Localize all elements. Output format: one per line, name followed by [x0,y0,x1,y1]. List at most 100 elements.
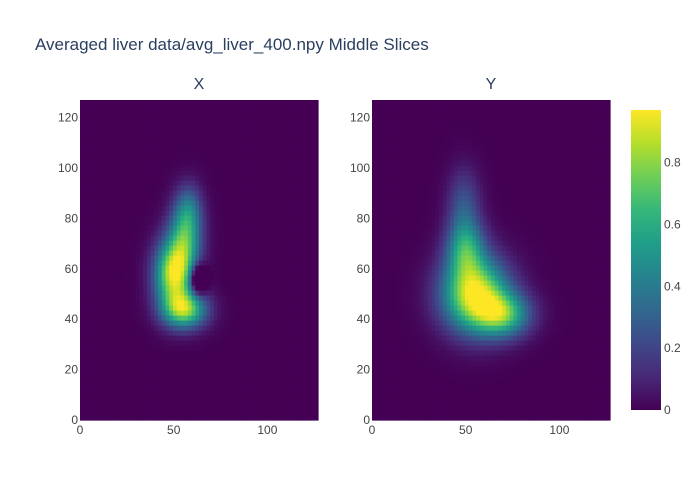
heatmap-cell [176,255,182,261]
heatmap-cell [195,190,200,196]
heatmap-cell [187,140,193,146]
heatmap-cell [221,360,226,366]
heatmap-cell [165,330,170,336]
heatmap-cell [199,330,204,336]
heatmap-cell [262,180,267,186]
heatmap-cell [83,215,89,221]
heatmap-cell [258,275,263,281]
heatmap-cell [150,315,155,321]
heatmap-cell [412,375,418,381]
heatmap-cell [154,390,159,396]
heatmap-cell [424,375,429,381]
heatmap-cell [143,355,148,361]
heatmap-cell [269,280,274,286]
heatmap-cell [195,165,200,171]
heatmap-cell [457,360,462,366]
heatmap-cell [210,175,215,181]
heatmap-cell [120,415,126,421]
heatmap-cell [450,405,455,411]
heatmap-cell [169,415,174,421]
heatmap-cell [247,310,252,316]
heatmap-cell [232,180,237,186]
heatmap-cell [295,175,301,181]
y-tick-label: 80 [65,211,79,225]
heatmap-cell [87,115,92,121]
heatmap-cell [202,110,208,116]
heatmap-cell [269,395,274,401]
heatmap-cell [602,405,607,411]
heatmap-cell [284,225,289,231]
heatmap-cell [146,285,152,291]
heatmap-cell [221,190,226,196]
heatmap-cell [199,325,204,331]
heatmap-cell [80,400,85,406]
heatmap-cell [277,355,282,361]
heatmap-cell [277,165,282,171]
heatmap-cell [120,120,126,126]
heatmap-cell [158,390,163,396]
heatmap-cell [154,155,159,161]
heatmap-cell [424,380,429,386]
heatmap-cell [232,205,237,211]
heatmap-cell [262,350,267,356]
heatmap-cell [165,365,170,371]
heatmap-cell [191,375,196,381]
heatmap-cell [128,170,133,176]
heatmap-cell [199,100,204,106]
heatmap-cell [284,175,289,181]
heatmap-cell [132,410,137,416]
heatmap-cell [206,265,211,271]
heatmap-cell [587,410,593,416]
heatmap-cell [295,330,301,336]
heatmap-cell [195,115,200,121]
heatmap-cell [498,400,503,406]
heatmap-cell [139,115,144,121]
heatmap-cell [117,150,122,156]
heatmap-cell [306,110,312,116]
heatmap-cell [453,360,459,366]
heatmap-cell [143,200,148,206]
heatmap-cell [80,340,85,346]
heatmap-cell [206,165,211,171]
heatmap-cell [228,395,234,401]
heatmap-cell [262,145,267,151]
heatmap-cell [128,280,133,286]
heatmap-cell [217,135,222,141]
heatmap-cell [258,305,263,311]
heatmap-cell [243,280,248,286]
heatmap-cell [569,365,574,371]
heatmap-cell [265,160,271,166]
heatmap-cell [210,185,215,191]
heatmap-cell [557,400,563,406]
heatmap-cell [210,260,215,266]
heatmap-cell [550,395,555,401]
heatmap-cell [169,295,174,301]
heatmap-cell [306,180,312,186]
heatmap-cell [539,415,544,421]
heatmap-cell [135,110,141,116]
heatmap-cell [199,205,204,211]
heatmap-cell [398,375,403,381]
heatmap-cell [280,330,286,336]
heatmap-cell [232,225,237,231]
heatmap-cell [295,340,301,346]
heatmap-cell [247,280,252,286]
heatmap-cell [273,395,278,401]
heatmap-cell [258,185,263,191]
heatmap-cell [583,395,589,401]
heatmap-cell [262,150,267,156]
heatmap-cell [236,260,241,266]
heatmap-cell [299,240,304,246]
heatmap-cell [232,325,237,331]
heatmap-cell [284,145,289,151]
heatmap-cell [199,375,204,381]
heatmap-cell [314,410,319,416]
heatmap-cell [150,110,155,116]
heatmap-cell [206,335,211,341]
heatmap-cell [150,310,155,316]
heatmap-cell [154,410,159,416]
heatmap-cell [106,210,111,216]
heatmap-cell [146,120,152,126]
heatmap-cell [284,265,289,271]
heatmap-cell [310,355,315,361]
